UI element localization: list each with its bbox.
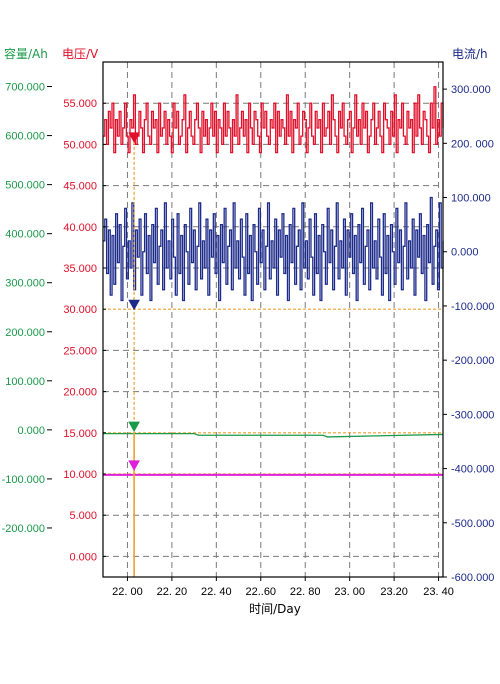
current-tick-label: 100.000 xyxy=(451,193,491,205)
current-tick-label: -500.000 xyxy=(451,518,494,530)
voltage-tick-label: 50.000 xyxy=(63,139,97,151)
capacity-tick-label: -200.000 xyxy=(2,523,45,535)
cursor-marker xyxy=(128,460,140,471)
series-line-2 xyxy=(103,432,444,438)
capacity-tick-label: 0.000 xyxy=(17,425,45,437)
voltage-tick-label: 40.000 xyxy=(63,222,97,234)
capacity-tick-label: 400.000 xyxy=(5,229,45,241)
x-tick-label: 23. 40 xyxy=(423,586,454,598)
current-tick-label: -200.000 xyxy=(451,355,494,367)
capacity-tick-label: -100.000 xyxy=(2,474,45,486)
current-tick-label: -400.000 xyxy=(451,464,494,476)
voltage-tick-label: 15.000 xyxy=(63,428,97,440)
series-lines xyxy=(103,86,444,476)
current-axis-title: 电流/h xyxy=(452,47,488,61)
x-tick-label: 22. 20 xyxy=(157,586,188,598)
voltage-tick-label: 45.000 xyxy=(63,181,97,193)
current-tick-label: -100.000 xyxy=(451,301,494,313)
cursor-marker xyxy=(128,299,140,311)
capacity-tick-label: 600.000 xyxy=(5,131,45,143)
x-tick-label: 23.20 xyxy=(380,586,408,598)
voltage-tick-label: 25.000 xyxy=(63,345,97,357)
grid-lines xyxy=(103,62,443,577)
x-tick-label: 22. 40 xyxy=(201,586,232,598)
x-tick-label: 23. 00 xyxy=(334,586,365,598)
voltage-tick-label: 0.000 xyxy=(69,551,97,563)
capacity-tick-label: 300.000 xyxy=(5,278,45,290)
capacity-tick-label: 700.000 xyxy=(5,82,45,94)
capacity-axis-title: 容量/Ah xyxy=(4,46,48,61)
series-line-0 xyxy=(103,86,444,154)
capacity-tick-label: 200.000 xyxy=(5,327,45,339)
x-tick-label: 22. 80 xyxy=(290,586,321,598)
plot-frame xyxy=(102,61,444,578)
x-tick-label: 22. 00 xyxy=(112,586,143,598)
capacity-tick-label: 500.000 xyxy=(5,180,45,192)
x-axis-title: 时间/Day xyxy=(249,602,301,616)
current-tick-label: 0.000 xyxy=(451,247,479,259)
voltage-axis-title: 电压/V xyxy=(62,47,99,61)
series-line-1 xyxy=(103,196,444,302)
voltage-tick-label: 55.000 xyxy=(63,98,97,110)
x-tick-label: 22..60 xyxy=(245,586,276,598)
voltage-tick-label: 35.000 xyxy=(63,263,97,275)
current-tick-label: 300.000 xyxy=(451,84,491,96)
voltage-tick-label: 10.000 xyxy=(63,469,97,481)
current-tick-label: -600.000 xyxy=(451,572,494,584)
axes: 22. 00 22. 20 22. 40 22..60 22. 80 23. 00 23.2… xyxy=(2,82,495,598)
cursor-marker xyxy=(128,132,140,143)
current-tick-label: -300.000 xyxy=(451,409,494,421)
voltage-tick-label: 30.000 xyxy=(63,304,97,316)
capacity-tick-label: 100.000 xyxy=(5,376,45,388)
cursor[interactable] xyxy=(128,132,140,577)
current-tick-label: 200. 000 xyxy=(451,138,494,150)
voltage-tick-label: 5.000 xyxy=(69,510,97,522)
voltage-tick-label: 20.000 xyxy=(63,387,97,399)
cursor-marker xyxy=(128,421,140,433)
